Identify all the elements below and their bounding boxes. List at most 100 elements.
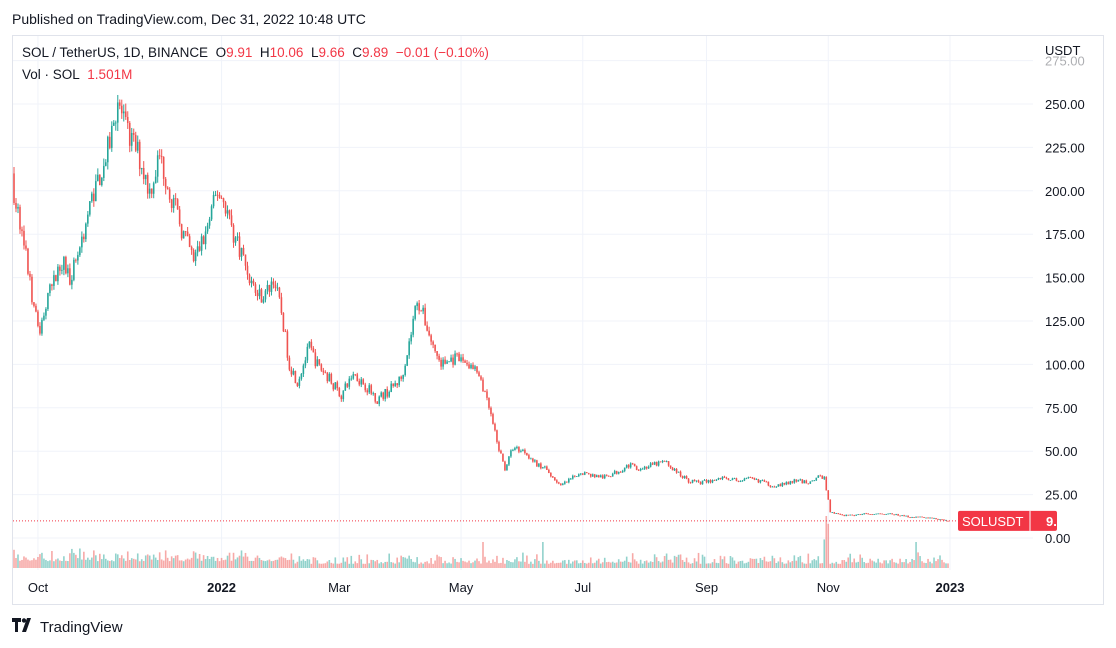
candle-body — [859, 514, 861, 516]
candle-body — [737, 480, 740, 482]
candle-body — [150, 188, 153, 194]
volume-bar — [444, 560, 446, 568]
volume-bar — [947, 563, 949, 568]
candle-body — [887, 513, 889, 515]
candle-body — [456, 353, 458, 355]
candle-body — [362, 379, 365, 385]
volume-bar — [805, 563, 808, 568]
candle-body — [342, 390, 345, 400]
candle-body — [635, 466, 638, 470]
candle-body — [867, 513, 869, 515]
candle-body — [506, 464, 508, 471]
volume-bar — [400, 555, 402, 568]
candle-body — [564, 481, 566, 484]
volume-bar — [13, 549, 15, 568]
volume-bar — [518, 561, 520, 568]
volume-bar — [188, 559, 191, 568]
volume-bar — [204, 559, 207, 568]
candle-body — [685, 476, 688, 479]
candle-body — [19, 206, 21, 230]
candle-body — [25, 245, 27, 249]
candle-body — [118, 102, 121, 106]
volume-bar — [514, 559, 516, 568]
candle-body — [637, 469, 640, 471]
candle-body — [83, 236, 85, 240]
volume-bar — [787, 560, 790, 568]
volume-bar — [460, 558, 462, 568]
candle-body — [777, 484, 780, 487]
volume-bar — [61, 560, 63, 568]
candle-body — [334, 382, 337, 390]
volume-bar — [835, 561, 838, 568]
candle-body — [452, 357, 454, 365]
volume-bar — [248, 560, 251, 568]
candle-body — [871, 514, 873, 516]
candle-body — [923, 517, 925, 518]
volume-bar — [500, 562, 502, 568]
volume-bar — [454, 558, 456, 568]
volume-bar — [140, 559, 143, 568]
candle-body — [627, 465, 630, 468]
candle-body — [570, 478, 572, 480]
tradingview-logo-icon[interactable] — [12, 618, 34, 637]
candle-body — [552, 476, 554, 478]
volume-bar — [581, 560, 584, 568]
candle-body — [532, 458, 534, 462]
volume-bar — [711, 562, 714, 568]
candle-body — [761, 480, 764, 482]
volume-bar — [881, 563, 883, 568]
candle-body — [566, 481, 568, 483]
candle-body — [675, 469, 678, 473]
volume-bar — [324, 563, 327, 568]
volume-bar — [290, 553, 293, 568]
candle-body — [755, 479, 758, 481]
candle-body — [250, 280, 253, 284]
candle-body — [597, 475, 600, 478]
volume-bar — [356, 563, 359, 568]
volume-bar — [937, 559, 939, 568]
candle-body — [763, 480, 766, 482]
volume-bar — [196, 558, 199, 568]
volume-bar — [635, 561, 638, 568]
candle-body — [198, 246, 201, 251]
candle-body — [731, 478, 734, 481]
candle-body — [881, 513, 883, 515]
footer-brand[interactable]: TradingView — [40, 619, 123, 636]
chart-frame[interactable] — [12, 35, 1104, 605]
volume-bar — [134, 559, 137, 568]
volume-bar — [85, 559, 87, 568]
volume-bar — [807, 553, 810, 568]
volume-legend[interactable]: Vol · SOL 1.501M — [22, 67, 132, 82]
volume-bar — [813, 559, 816, 568]
volume-bar — [83, 551, 85, 568]
candle-body — [312, 348, 315, 353]
candle-body — [550, 472, 552, 477]
volume-bar — [264, 561, 267, 568]
volume-bar — [432, 563, 434, 568]
candle-body — [77, 255, 79, 261]
candle-body — [134, 134, 137, 151]
candle-body — [402, 375, 404, 379]
candle-body — [813, 480, 816, 482]
candle-body — [418, 303, 420, 311]
volume-bar — [91, 557, 93, 568]
candle-body — [560, 483, 562, 485]
volume-bar — [771, 555, 774, 568]
candle-body — [396, 383, 398, 386]
volume-bar — [298, 556, 301, 568]
footer[interactable]: TradingView — [12, 618, 123, 637]
candle-body — [196, 246, 199, 253]
symbol-description[interactable]: SOL / TetherUS, 1D, BINANCE — [22, 45, 209, 60]
ohlc-legend[interactable]: SOL / TetherUS, 1D, BINANCE O9.91 H10.06… — [22, 45, 489, 60]
volume-bar — [81, 559, 83, 568]
candle-body — [148, 188, 151, 194]
volume-bar — [57, 558, 59, 568]
candle-body — [374, 393, 377, 402]
volume-bar — [649, 561, 652, 568]
volume-bar — [589, 557, 592, 568]
candle-body — [486, 391, 488, 398]
volume-bar — [148, 555, 151, 568]
volume-bar — [496, 555, 498, 568]
candle-body — [160, 156, 163, 158]
